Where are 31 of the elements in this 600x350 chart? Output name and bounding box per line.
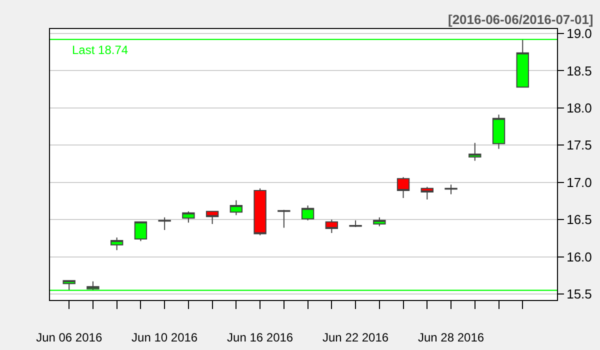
y-tick-label: 19.0 xyxy=(566,26,592,42)
x-tick-label: Jun 28 2016 xyxy=(418,330,484,344)
annotation: Last 18.74 xyxy=(72,43,128,57)
candlestick xyxy=(396,176,410,198)
y-tick-label: 17.5 xyxy=(566,138,592,153)
y-tick-label: 16.0 xyxy=(566,249,592,264)
y-tick-label: 18.5 xyxy=(566,63,592,78)
candlestick xyxy=(134,221,148,242)
candlestick xyxy=(301,204,314,221)
y-tick-label: 17.0 xyxy=(566,174,592,190)
candlestick xyxy=(254,188,266,236)
candlestick xyxy=(468,142,482,162)
y-tick-label: 15.5 xyxy=(566,286,592,302)
x-tick-label: Jun 22 2016 xyxy=(322,330,389,344)
x-tick-label: Jun 16 2016 xyxy=(227,330,294,344)
y-tick-label: 18.0 xyxy=(566,100,592,116)
candlestick xyxy=(349,220,362,228)
candlestick xyxy=(158,216,171,231)
candlestick xyxy=(492,114,506,150)
candlestick xyxy=(182,210,195,224)
candlestick xyxy=(278,209,290,228)
y-tick-label: 16.5 xyxy=(566,212,592,228)
candlestick xyxy=(325,219,338,234)
x-tick-label: Jun 10 2016 xyxy=(132,330,198,344)
candlestick xyxy=(110,236,124,251)
candlestick xyxy=(420,186,434,200)
chart-subtitle: [2016-06-06/2016-07-01] xyxy=(448,12,594,27)
candlestick xyxy=(230,200,243,216)
x-tick-label: Jun 06 2016 xyxy=(36,330,102,344)
candlestick xyxy=(206,210,219,225)
candlestick xyxy=(373,216,386,227)
